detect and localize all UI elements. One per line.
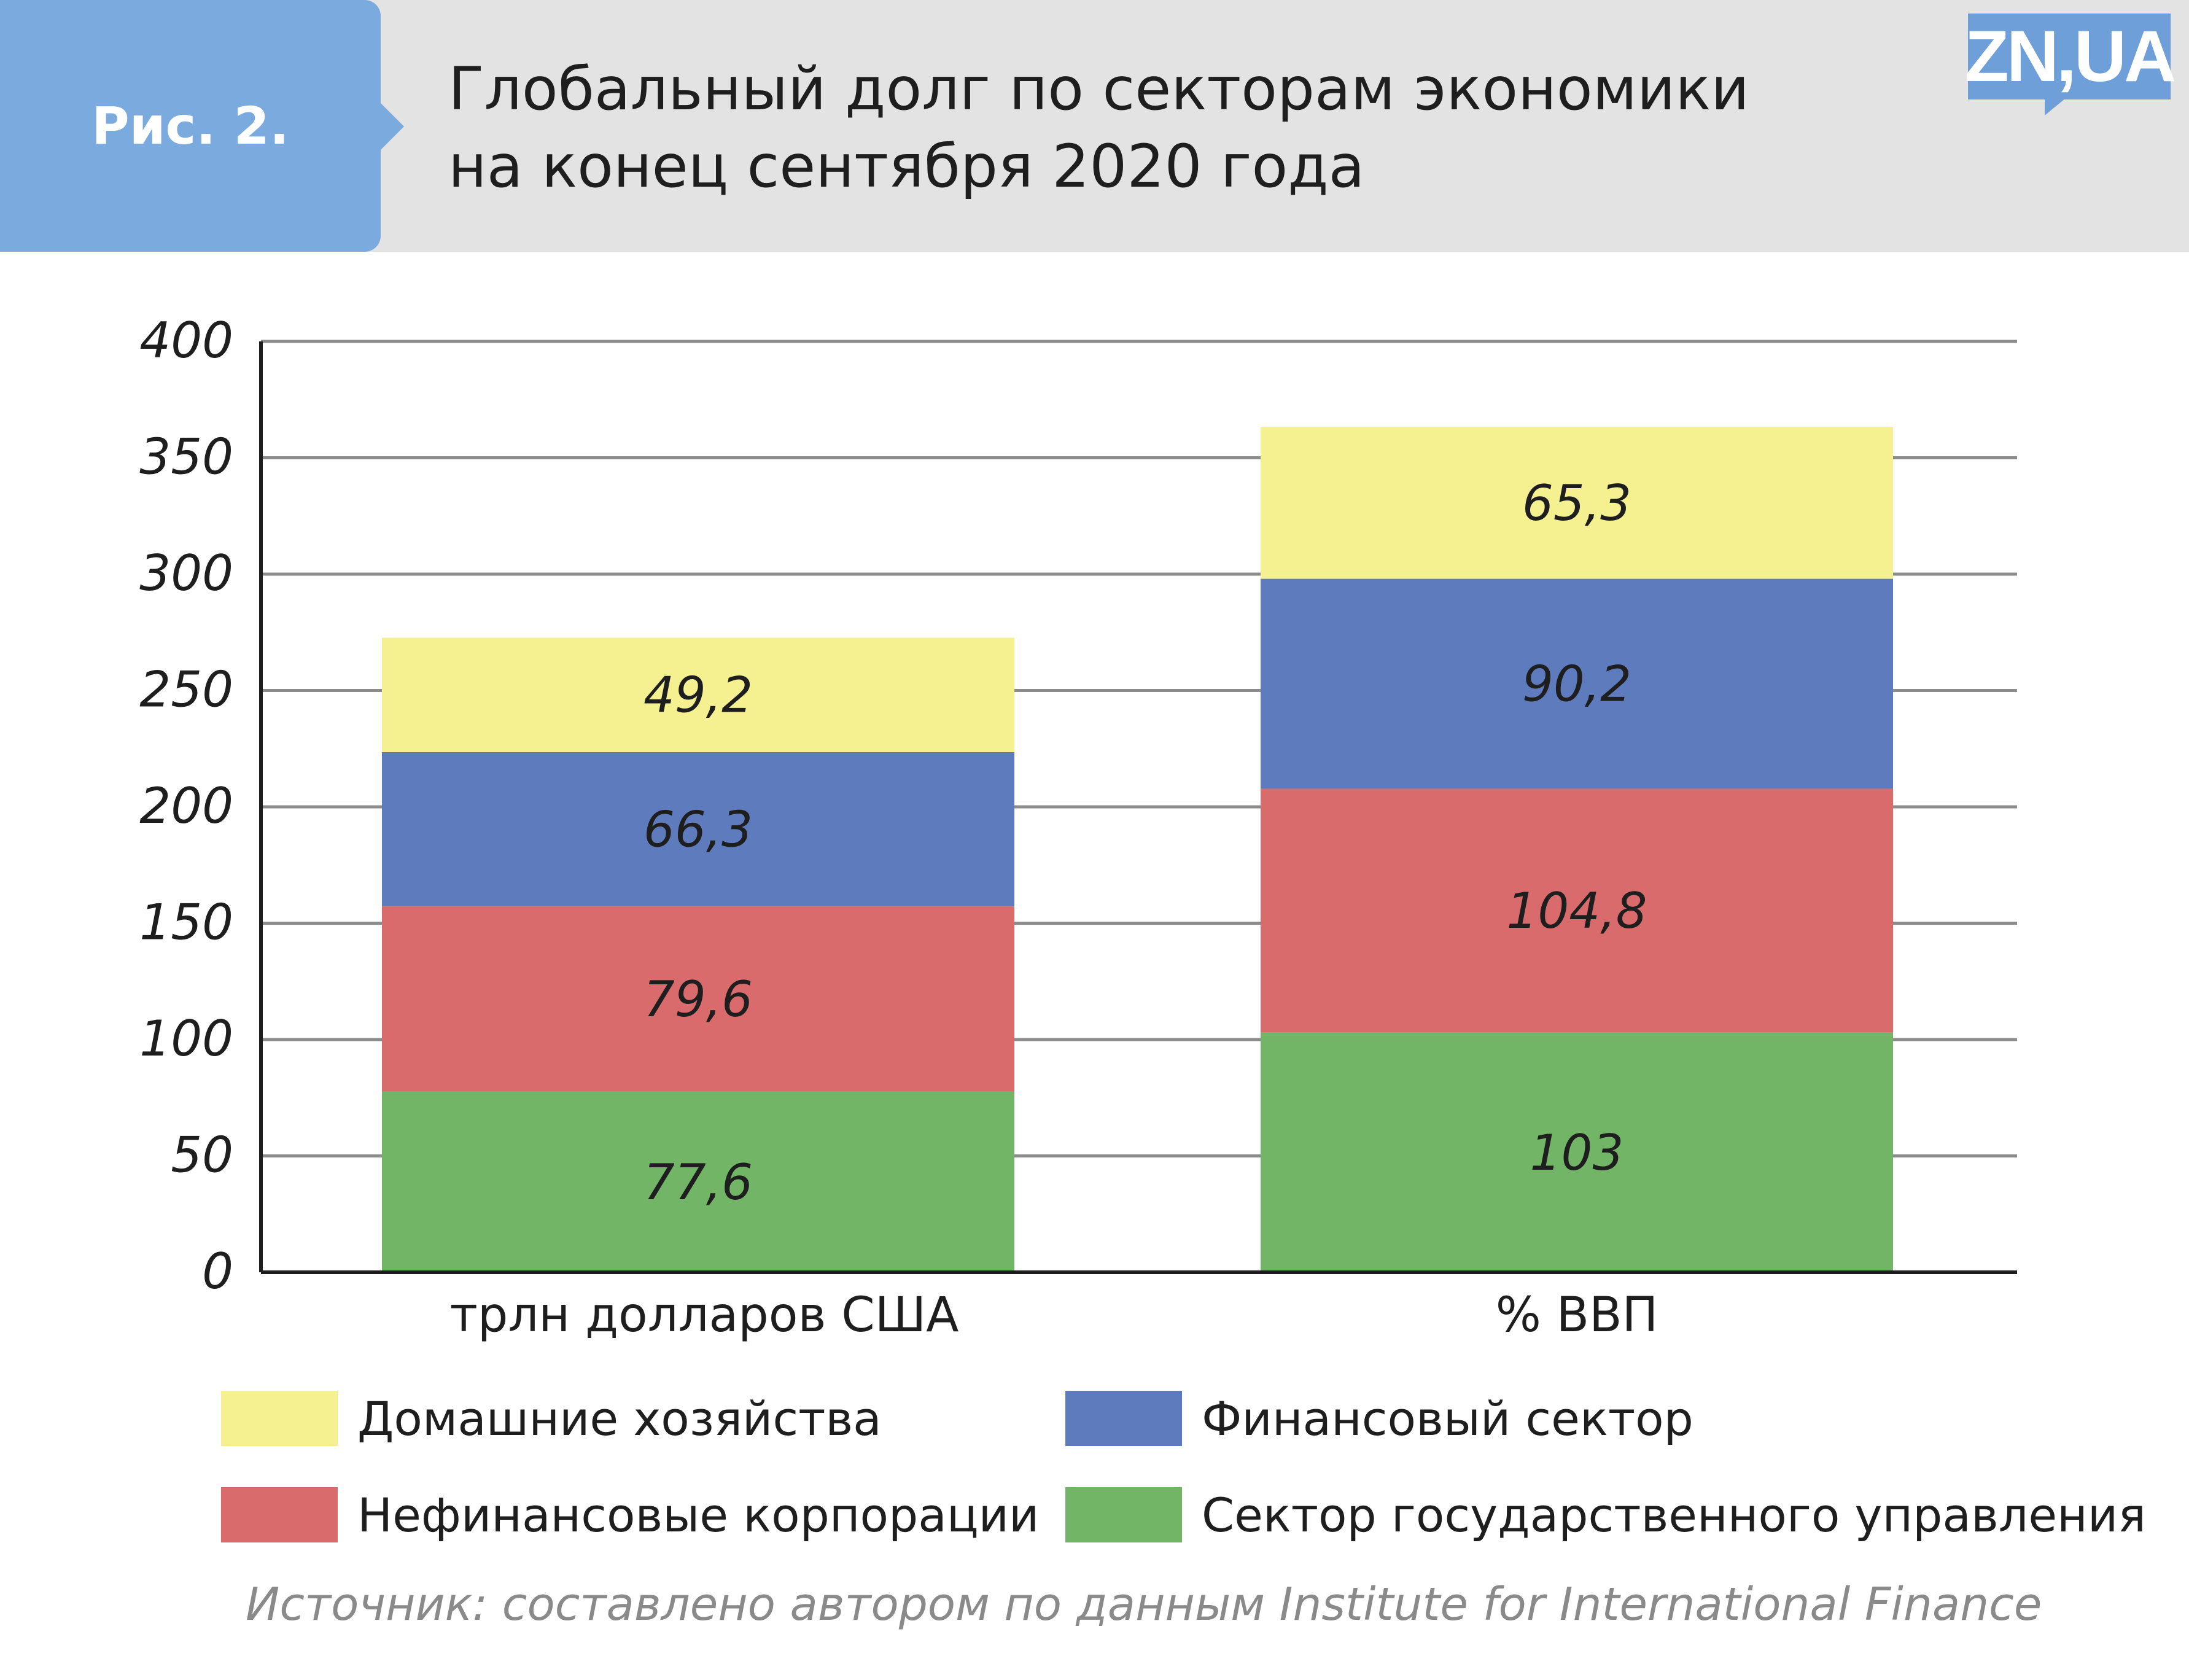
y-tick-label-200: 200 bbox=[139, 777, 233, 834]
legend-label-nonfinancial: Нефинансовые корпорации bbox=[357, 1487, 1040, 1542]
y-tick-label-100: 100 bbox=[139, 1010, 233, 1067]
y-tick-label-50: 50 bbox=[171, 1127, 233, 1184]
data-label-nonfinancial-0: 79,6 bbox=[643, 971, 753, 1028]
data-label-households-0: 49,2 bbox=[643, 667, 753, 724]
bar-segment-government-1 bbox=[1261, 1032, 1893, 1272]
legend-item-financial: Финансовый сектор bbox=[1065, 1391, 1693, 1446]
y-tick-label-250: 250 bbox=[139, 661, 233, 718]
legend-label-financial: Финансовый сектор bbox=[1202, 1391, 1693, 1446]
legend-swatch-financial bbox=[1065, 1391, 1182, 1446]
stacked-bar-chart: 0 50 100 150 200 250 300 350 400 77,6 79,6 66,3 49,2… bbox=[139, 312, 2017, 1343]
zn-ua-logo: ZN,UA bbox=[1965, 14, 2176, 99]
y-tick-label-0: 0 bbox=[202, 1243, 233, 1300]
legend-item-households: Домашние хозяйства bbox=[221, 1391, 882, 1446]
y-tick-label-350: 350 bbox=[139, 429, 233, 486]
data-label-households-1: 65,3 bbox=[1522, 475, 1631, 532]
bar-segment-households-0 bbox=[382, 637, 1014, 752]
source-note: Источник: составлено автором по данным I… bbox=[246, 1578, 2042, 1631]
legend-item-nonfinancial: Нефинансовые корпорации bbox=[221, 1487, 1039, 1542]
legend-label-government: Сектор государственного управления bbox=[1202, 1487, 2146, 1542]
chart-title-line-1: Глобальный долг по секторам экономики bbox=[448, 55, 1749, 123]
legend-swatch-nonfinancial bbox=[221, 1487, 338, 1542]
data-label-nonfinancial-1: 104,8 bbox=[1506, 882, 1647, 939]
bar-segment-financial-0 bbox=[382, 752, 1014, 907]
logo-tail bbox=[2045, 98, 2066, 115]
figure-tab bbox=[0, 0, 404, 252]
y-tick-label-400: 400 bbox=[139, 312, 233, 369]
y-tick-label-150: 150 bbox=[139, 894, 233, 951]
data-label-government-1: 103 bbox=[1530, 1124, 1624, 1181]
data-label-financial-0: 66,3 bbox=[643, 801, 753, 858]
chart-title-line-2: на конец сентября 2020 года bbox=[448, 132, 1365, 201]
bar-segment-government-0 bbox=[382, 1091, 1014, 1272]
legend-swatch-households bbox=[221, 1391, 338, 1446]
chart-title: Глобальный долг по секторам экономики на… bbox=[448, 50, 1922, 205]
legend-label-households: Домашние хозяйства bbox=[357, 1391, 882, 1446]
legend-item-government: Сектор государственного управления bbox=[1065, 1487, 2146, 1542]
data-label-financial-1: 90,2 bbox=[1522, 656, 1631, 713]
bar-segment-financial-1 bbox=[1261, 578, 1893, 789]
bar-segment-nonfinancial-1 bbox=[1261, 788, 1893, 1033]
figure-label: Рис. 2. bbox=[91, 96, 289, 156]
bar-segment-households-1 bbox=[1261, 427, 1893, 579]
data-label-government-0: 77,6 bbox=[643, 1154, 753, 1211]
x-category-label-0: трлн долларов США bbox=[450, 1288, 959, 1343]
bar-segment-nonfinancial-0 bbox=[382, 906, 1014, 1092]
legend-swatch-government bbox=[1065, 1487, 1182, 1542]
y-tick-label-300: 300 bbox=[139, 545, 233, 602]
x-category-label-1: % ВВП bbox=[1496, 1288, 1658, 1343]
